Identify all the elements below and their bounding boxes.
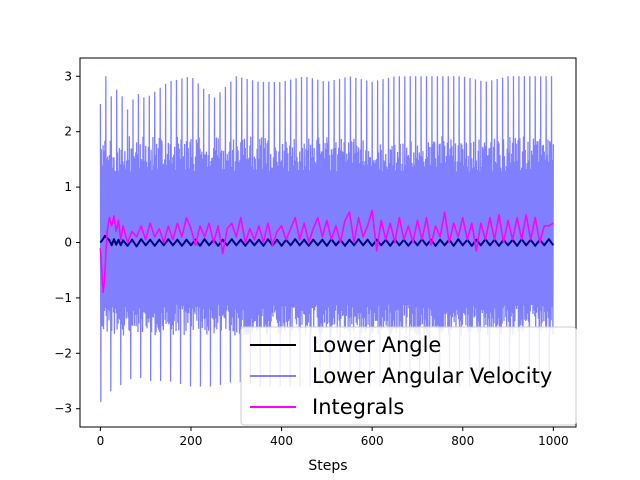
y-axis-ticks: −3 −2 −1 0 1 2 3 (54, 69, 80, 416)
y-tick-label: 0 (64, 236, 72, 250)
x-tick-label: 200 (180, 434, 203, 448)
x-tick-label: 600 (361, 434, 384, 448)
series-line-lower-angle (99, 234, 555, 248)
y-tick-label: −3 (54, 402, 72, 416)
y-tick-label: 3 (64, 69, 72, 83)
series-line-lower-angular-velocity (99, 76, 554, 403)
legend: Lower Angle Lower Angular Velocity Integ… (240, 326, 577, 426)
x-tick-label: 0 (97, 434, 105, 448)
y-tick-label: 2 (64, 125, 72, 139)
y-tick-label: −2 (54, 346, 72, 360)
y-tick-label: 1 (64, 180, 72, 194)
x-tick-label: 800 (451, 434, 474, 448)
legend-label-integrals: Integrals (312, 395, 404, 419)
series-line-integrals (99, 209, 554, 294)
legend-label-lower-angle: Lower Angle (312, 333, 441, 357)
legend-label-lower-angular-velocity: Lower Angular Velocity (312, 364, 552, 388)
legend-box (240, 326, 577, 426)
x-tick-label: 1000 (538, 434, 569, 448)
x-axis-ticks: 0 200 400 600 800 1000 (97, 427, 569, 448)
x-tick-label: 400 (270, 434, 293, 448)
plot-area (99, 76, 555, 403)
x-axis-label: Steps (308, 458, 347, 474)
y-tick-label: −1 (54, 291, 72, 305)
